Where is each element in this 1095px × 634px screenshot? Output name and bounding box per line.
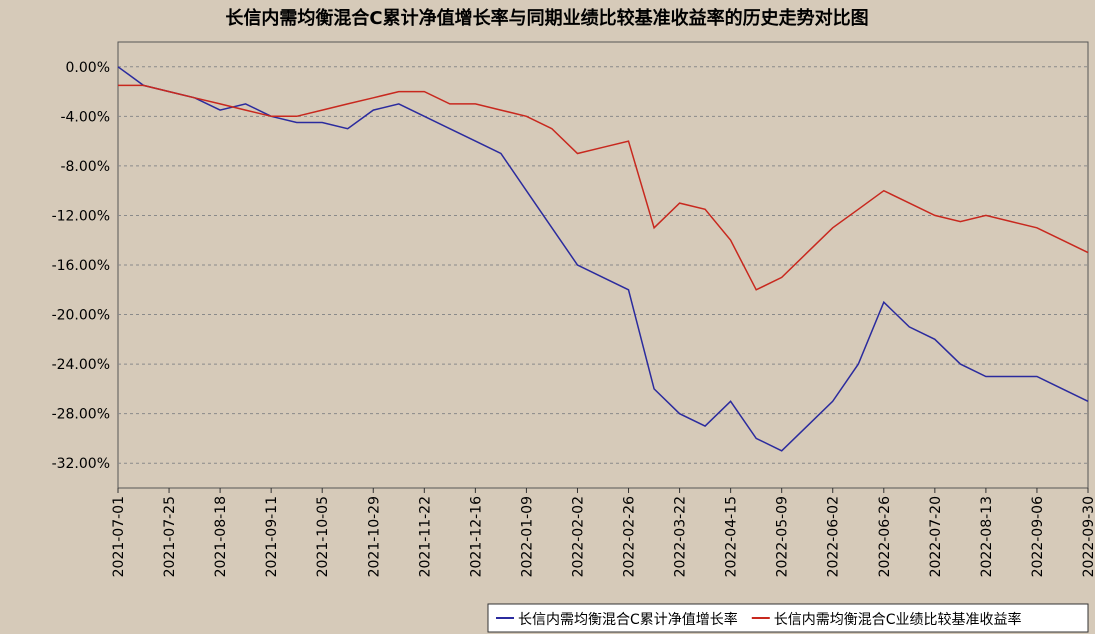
x-tick-label: 2021-12-16 xyxy=(468,496,484,577)
x-tick-label: 2022-01-09 xyxy=(519,496,535,577)
y-tick-label: -20.00% xyxy=(52,308,110,324)
y-tick-label: 0.00% xyxy=(66,60,110,76)
x-tick-label: 2022-05-09 xyxy=(775,496,791,577)
x-tick-label: 2022-09-06 xyxy=(1030,496,1046,577)
x-tick-label: 2021-10-05 xyxy=(315,496,331,577)
series-line xyxy=(118,84,1089,291)
legend: 长信内需均衡混合C累计净值增长率 长信内需均衡混合C业绩比较基准收益率 xyxy=(487,603,1089,633)
x-tick-label: 2022-02-02 xyxy=(570,496,586,577)
x-tick-label: 2022-03-22 xyxy=(673,496,689,577)
y-tick-label: -12.00% xyxy=(52,208,110,224)
x-tick-label: 2022-09-30 xyxy=(1081,496,1095,577)
x-tick-label: 2021-07-01 xyxy=(111,496,127,577)
x-tick-label: 2021-11-22 xyxy=(417,496,433,577)
legend-box xyxy=(487,603,1089,633)
chart-title: 长信内需均衡混合C累计净值增长率与同期业绩比较基准收益率的历史走势对比图 xyxy=(225,7,868,29)
x-tick-label: 2021-10-29 xyxy=(366,496,382,577)
x-tick-label: 2022-07-20 xyxy=(928,496,944,577)
x-tick-label: 2021-08-18 xyxy=(213,496,229,577)
x-tick-label: 2022-04-15 xyxy=(724,496,740,577)
legend-label: 长信内需均衡混合C业绩比较基准收益率 xyxy=(774,611,1022,628)
x-tick-label: 2022-08-13 xyxy=(979,496,995,577)
legend-label: 长信内需均衡混合C累计净值增长率 xyxy=(518,611,738,628)
y-tick-label: -8.00% xyxy=(60,159,110,175)
y-tick-label: -24.00% xyxy=(52,357,110,373)
x-tick-label: 2022-06-26 xyxy=(877,496,893,577)
y-tick-label: -4.00% xyxy=(60,109,110,125)
series-line xyxy=(117,66,1089,452)
x-tick-label: 2022-02-26 xyxy=(622,496,638,577)
y-tick-label: -16.00% xyxy=(52,258,110,274)
y-tick-label: -32.00% xyxy=(52,456,110,472)
x-tick-label: 2021-07-25 xyxy=(162,496,178,577)
x-tick-label: 2021-09-11 xyxy=(264,496,280,577)
x-tick-label: 2022-06-02 xyxy=(826,496,842,577)
y-tick-label: -28.00% xyxy=(52,407,110,423)
